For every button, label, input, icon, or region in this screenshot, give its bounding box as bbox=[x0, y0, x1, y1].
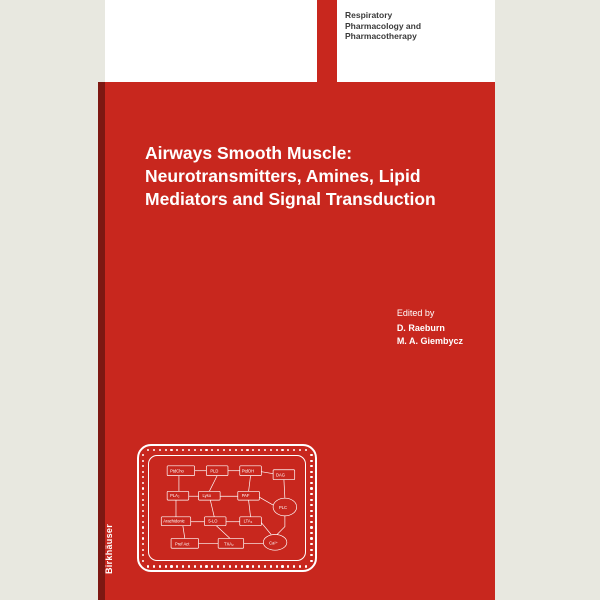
publisher-label: Birkhäuser bbox=[104, 524, 114, 574]
svg-text:PtdCho: PtdCho bbox=[170, 469, 184, 474]
svg-text:Ca²⁺: Ca²⁺ bbox=[269, 540, 278, 545]
title-line: Neurotransmitters, Amines, Lipid bbox=[145, 165, 465, 188]
svg-text:PLD: PLD bbox=[210, 469, 218, 474]
svg-text:5-LO: 5-LO bbox=[208, 519, 217, 524]
pathway-diagram: PtdCho PLD PtdOH DAG PLA₂ Lyso PAF PLC A… bbox=[149, 456, 305, 560]
series-line: Pharmacology and bbox=[345, 21, 495, 32]
series-stripe bbox=[317, 0, 337, 82]
cover-main: Airways Smooth Muscle: Neurotransmitters… bbox=[105, 82, 495, 600]
svg-text:PLC: PLC bbox=[279, 505, 287, 510]
membrane-dots bbox=[310, 446, 312, 570]
svg-text:LTA₄: LTA₄ bbox=[244, 519, 253, 524]
svg-text:TXA₂: TXA₂ bbox=[224, 541, 234, 546]
cell-diagram: PtdCho PLD PtdOH DAG PLA₂ Lyso PAF PLC A… bbox=[137, 444, 317, 572]
book-title: Airways Smooth Muscle: Neurotransmitters… bbox=[145, 142, 465, 210]
svg-text:DAG: DAG bbox=[276, 473, 285, 478]
svg-text:PAF: PAF bbox=[242, 493, 250, 498]
membrane-dots bbox=[139, 565, 315, 567]
series-line: Pharmacotherapy bbox=[345, 31, 495, 42]
series-title: Respiratory Pharmacology and Pharmacothe… bbox=[345, 10, 495, 42]
membrane-dots bbox=[139, 449, 315, 451]
title-line: Airways Smooth Muscle: bbox=[145, 142, 465, 165]
inner-membrane: PtdCho PLD PtdOH DAG PLA₂ Lyso PAF PLC A… bbox=[148, 455, 306, 561]
editor-name: D. Raeburn bbox=[397, 322, 463, 336]
svg-text:PLA₂: PLA₂ bbox=[170, 493, 180, 498]
membrane-dots bbox=[142, 446, 144, 570]
spine-shadow bbox=[98, 82, 105, 600]
svg-text:Arachidonic: Arachidonic bbox=[163, 519, 184, 524]
edited-by-label: Edited by bbox=[397, 307, 463, 321]
editor-name: M. A. Giembycz bbox=[397, 335, 463, 349]
series-line: Respiratory bbox=[345, 10, 495, 21]
svg-text:Lyso: Lyso bbox=[202, 493, 211, 498]
svg-text:Pref Act: Pref Act bbox=[175, 541, 190, 546]
svg-text:PtdOH: PtdOH bbox=[242, 469, 254, 474]
book-cover: Respiratory Pharmacology and Pharmacothe… bbox=[105, 0, 495, 600]
title-line: Mediators and Signal Transduction bbox=[145, 188, 465, 211]
editors: Edited by D. Raeburn M. A. Giembycz bbox=[397, 307, 463, 349]
